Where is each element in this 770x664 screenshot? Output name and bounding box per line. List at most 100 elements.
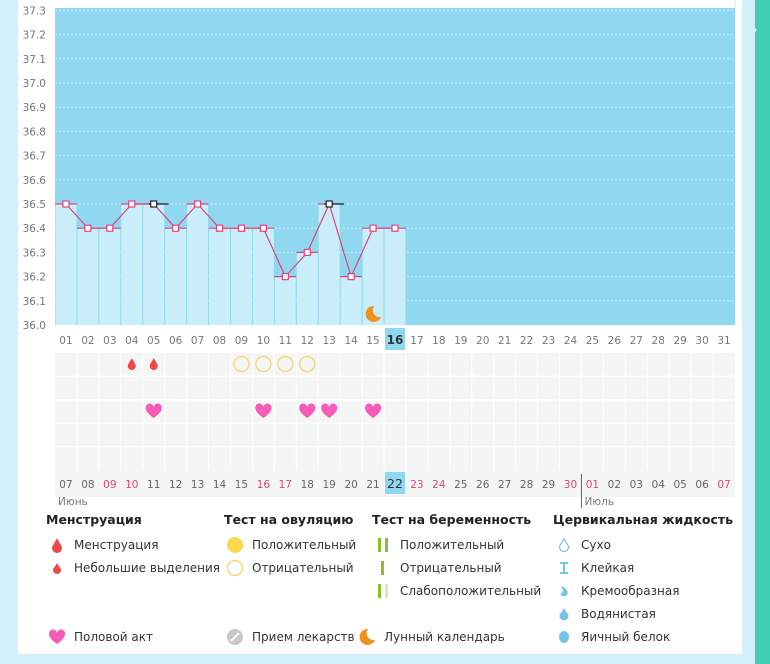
temperature-bar [318, 204, 340, 325]
today-highlight [385, 328, 405, 350]
calendar-date-label: 26 [476, 479, 490, 491]
y-tick-label: 37.1 [23, 54, 46, 66]
legend-label: Менструация [74, 537, 159, 552]
cycle-day-label: 12 [301, 335, 314, 347]
drop-icon [46, 537, 68, 553]
y-tick-label: 36.6 [23, 175, 47, 187]
cycle-day-label: 22 [520, 335, 533, 347]
cycle-day-label: 24 [564, 335, 578, 347]
calendar-date-label: 24 [432, 479, 446, 491]
y-tick-label: 37.0 [23, 78, 46, 90]
cycle-day-label: 13 [323, 335, 336, 347]
calendar-date-label: 05 [673, 479, 686, 491]
temperature-bar [121, 204, 143, 325]
dry-icon [553, 537, 575, 552]
legend-label: Отрицательный [400, 560, 502, 575]
temperature-bar [340, 276, 362, 325]
cycle-day-label: 21 [498, 335, 511, 347]
calendar-date-label: 10 [125, 479, 138, 491]
legend-title: Тест на овуляцию [224, 512, 354, 527]
cycle-day-label: 10 [257, 335, 270, 347]
calendar-date-label: 21 [366, 479, 379, 491]
y-tick-label: 36.0 [23, 320, 46, 332]
temperature-point [215, 224, 224, 232]
calendar-date-label: 11 [147, 479, 160, 491]
temperature-point [303, 248, 311, 256]
temperature-bar [252, 228, 274, 325]
temperature-bar [362, 228, 384, 325]
legend-pregnancy: Тест на беременность Положительный Отриц… [372, 512, 541, 602]
calendar-date-label: 04 [652, 479, 666, 491]
temperature-point [391, 224, 399, 232]
cycle-day-label: 07 [191, 335, 204, 347]
calendar-date-label: 12 [169, 479, 182, 491]
y-tick-label: 36.7 [23, 151, 46, 163]
calendar-date-label: 03 [630, 479, 643, 491]
two-lines-icon [372, 537, 394, 553]
temperature-bar [384, 228, 406, 325]
small-drop-icon [127, 358, 136, 371]
sticky-icon [553, 561, 575, 575]
cycle-day-label: 23 [542, 335, 555, 347]
legend-menstruation: Менструация Менструация Небольшие выделе… [46, 512, 220, 579]
cycle-day-label: 11 [279, 335, 292, 347]
month-label: Июнь [58, 496, 88, 508]
month-label: Июль [584, 496, 614, 508]
legend-label: Сухо [581, 537, 611, 552]
expand-arrow-icon[interactable] [750, 22, 757, 38]
temperature-bar [274, 276, 296, 325]
cycle-day-label: 09 [235, 335, 248, 347]
temperature-point [347, 273, 355, 281]
temperature-bar [296, 252, 318, 325]
heart-icon [255, 403, 272, 418]
y-tick-label: 36.5 [23, 199, 46, 211]
circle-filled-icon [224, 536, 246, 554]
legend-label: Прием лекарств [252, 629, 355, 644]
calendar-date-label: 17 [279, 479, 292, 491]
circle-empty-icon [224, 559, 246, 577]
temperature-bar [77, 228, 99, 325]
plot-top-margin [55, 0, 735, 8]
moon-icon [365, 305, 382, 322]
y-tick-label: 36.2 [23, 272, 46, 284]
cycle-day-label: 30 [695, 335, 708, 347]
legend-label: Водянистая [581, 606, 656, 621]
cycle-day-label: 26 [608, 335, 622, 347]
creamy-icon [553, 584, 575, 598]
watery-icon [553, 607, 575, 621]
calendar-date-label: 28 [520, 479, 533, 491]
cycle-day-label: 06 [169, 335, 183, 347]
temperature-bar [143, 204, 165, 325]
faint-line-icon [372, 583, 394, 599]
calendar-date-label: 15 [235, 479, 248, 491]
legend-label: Положительный [252, 537, 357, 552]
temperature-point [193, 200, 202, 208]
y-tick-label: 36.8 [23, 126, 46, 138]
calendar-date-label: 08 [81, 479, 94, 491]
cycle-day-label: 19 [454, 335, 467, 347]
egg-white-icon [553, 630, 575, 644]
calendar-date-label: 20 [344, 479, 357, 491]
side-tab[interactable] [755, 0, 770, 664]
legend-label: Яичный белок [581, 629, 671, 644]
temperature-point [150, 200, 158, 208]
cycle-day-label: 02 [81, 335, 94, 347]
cycle-day-label: 16 [387, 333, 404, 347]
ovulation-negative-icon [299, 355, 316, 373]
temperature-point [281, 273, 289, 281]
ovulation-negative-icon [233, 355, 250, 373]
legend-label: Отрицательный [252, 560, 354, 575]
legend-label: Кремообразная [581, 583, 680, 598]
cycle-day-label: 03 [103, 335, 116, 347]
legend-title: Цервикальная жидкость [553, 512, 734, 527]
heart-icon [299, 403, 316, 418]
legend-cervical: Цервикальная жидкость Сухо Клейкая Кремо… [553, 512, 733, 648]
cycle-day-label: 31 [717, 335, 730, 347]
y-tick-label: 36.4 [23, 223, 47, 235]
heart-icon [365, 403, 382, 418]
y-tick-label: 36.3 [23, 247, 46, 259]
y-tick-label: 36.1 [23, 296, 46, 308]
calendar-date-label: 25 [454, 479, 467, 491]
legend-other: Половой акт Прием лекарств Лунный календ… [46, 625, 505, 648]
calendar-date-label: 30 [564, 479, 577, 491]
